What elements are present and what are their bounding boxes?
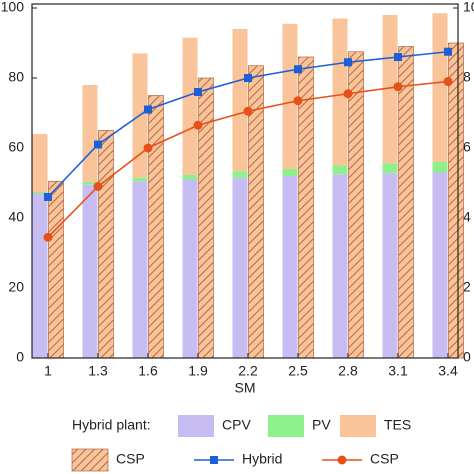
x-tick-label: 1.3 [88,363,108,379]
bar [448,42,464,359]
x-tick-label: 2.5 [288,363,308,379]
legend-label: CSP [116,451,145,467]
bar [398,46,414,359]
bar [182,37,198,175]
x-tick-label: 2.2 [238,363,258,379]
bar [182,179,198,358]
line-marker [443,77,453,86]
bar [332,165,348,175]
x-tick-label: 2.8 [338,363,358,379]
line-marker [343,89,353,99]
line-marker [444,47,452,56]
bar [232,171,248,178]
bar [432,162,448,173]
x-tick-label: 1.6 [138,363,158,379]
bar [332,18,348,166]
y-tick-label: 60 [8,139,24,155]
line-marker [244,74,252,82]
bar [82,181,98,185]
legend-marker [210,456,218,464]
legend-swatch [71,448,109,472]
bar [32,191,48,194]
bar [148,95,164,359]
bar [32,193,48,358]
y-tick-label: 0 [16,349,24,365]
bar [282,169,298,176]
line-marker [93,182,103,191]
bar [132,177,148,182]
legend-swatch [340,415,376,437]
bar [282,176,298,358]
legend-swatch [268,415,304,437]
y2-tick-label: 8 [463,69,471,85]
bar [82,85,98,182]
line-marker [143,143,153,153]
line-marker [243,106,253,116]
line-marker [144,105,152,114]
line-marker [194,88,202,96]
bar [232,177,248,358]
legend-label: CSP [370,451,399,467]
bar [98,130,114,359]
line-marker [293,96,303,106]
bar [382,15,398,164]
line-marker [294,65,302,74]
line-marker [394,53,402,61]
bar [432,172,448,358]
bar [282,23,298,169]
bar [382,163,398,174]
bar [48,180,64,359]
bar [82,184,98,358]
legend-marker [337,455,347,465]
bar [348,51,364,359]
bar [132,181,148,358]
x-tick-label: 3.1 [388,363,408,379]
line-marker [344,58,352,67]
bar [382,173,398,358]
bar [198,77,214,359]
x-tick-label: 1.9 [188,363,208,379]
legend-label: PV [312,417,331,433]
bar [332,174,348,358]
y2-tick-label: 2 [463,279,471,295]
legend-label: Hybrid [242,451,282,467]
line-marker [44,193,52,201]
y-tick-label: 100 [1,0,25,15]
bar [232,29,248,172]
y-tick-label: 20 [8,279,24,295]
y2-tick-label: 4 [463,209,471,225]
line-marker [393,82,403,92]
legend-label: CPV [222,417,251,433]
line-marker [94,140,102,149]
line-marker [193,120,203,130]
line-marker [43,232,53,242]
legend-swatch [178,415,214,437]
legend-label: TES [384,417,411,433]
bar [32,134,48,192]
y2-tick-label: 10 [463,0,474,15]
y2-tick-label: 6 [463,139,471,155]
y-tick-label: 40 [8,209,24,225]
plot-frame [31,3,459,359]
bar [432,13,448,162]
y-tick-label: 80 [8,69,24,85]
y2-tick-label: 0 [463,349,471,365]
x-tick-label: 1 [44,363,52,379]
bar [182,174,198,180]
x-axis-label: SM [235,380,256,396]
x-tick-label: 3.4 [438,363,458,379]
legend-title: Hybrid plant: [72,417,151,433]
